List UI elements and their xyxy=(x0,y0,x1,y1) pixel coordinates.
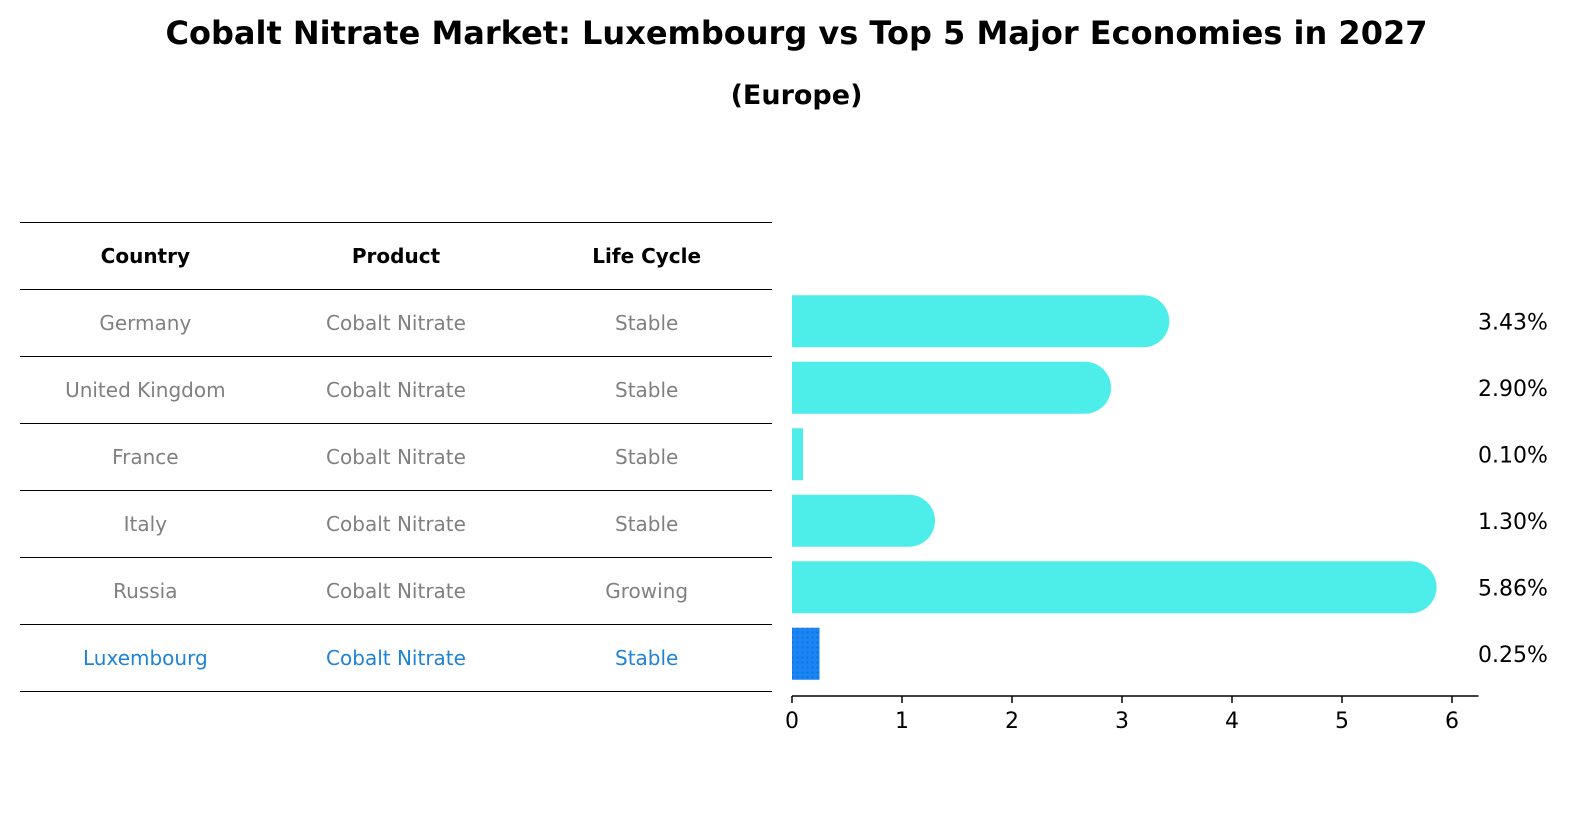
cell-product: Cobalt Nitrate xyxy=(326,579,466,603)
header-product: Product xyxy=(351,244,441,268)
cell-product: Cobalt Nitrate xyxy=(326,512,466,536)
cell-life-cycle: Growing xyxy=(605,579,689,603)
table-header-row: Country Product Life Cycle xyxy=(20,222,772,289)
value-label: 0.10% xyxy=(1478,443,1548,468)
chart-subtitle: (Europe) xyxy=(730,80,863,111)
header-life-cycle: Life Cycle xyxy=(592,244,702,268)
bar-italy xyxy=(792,494,936,547)
value-label: 3.43% xyxy=(1478,310,1548,335)
x-axis: 0 1 2 3 4 5 6 xyxy=(785,695,1479,734)
cell-country: Italy xyxy=(123,512,168,536)
value-label: 1.30% xyxy=(1478,510,1548,535)
cell-life-cycle: Stable xyxy=(615,646,679,670)
table-row: United Kingdom Cobalt Nitrate Stable xyxy=(20,356,772,423)
bar-pattern-overlay xyxy=(792,627,820,680)
table-row: Russia Cobalt Nitrate Growing xyxy=(20,557,772,624)
cell-life-cycle: Stable xyxy=(615,445,679,469)
cell-life-cycle: Stable xyxy=(615,311,679,335)
x-tick-label: 3 xyxy=(1115,709,1129,734)
x-tick-label: 1 xyxy=(895,709,909,734)
cell-life-cycle: Stable xyxy=(615,512,679,536)
cell-country: Russia xyxy=(113,579,178,603)
x-tick-label: 2 xyxy=(1005,709,1019,734)
bar-russia xyxy=(792,561,1437,614)
table-row-highlighted: Luxembourg Cobalt Nitrate Stable xyxy=(20,624,772,692)
x-tick-label: 4 xyxy=(1225,709,1239,734)
header-country: Country xyxy=(100,244,191,268)
table-row: Italy Cobalt Nitrate Stable xyxy=(20,490,772,557)
chart-title: Cobalt Nitrate Market: Luxembourg vs Top… xyxy=(165,14,1428,52)
cell-country: Germany xyxy=(99,311,192,335)
cell-product: Cobalt Nitrate xyxy=(326,378,466,402)
table-row: France Cobalt Nitrate Stable xyxy=(20,423,772,490)
cell-country: France xyxy=(112,445,179,469)
value-label: 5.86% xyxy=(1478,576,1548,601)
x-tick-label: 0 xyxy=(785,709,799,734)
table-row: Germany Cobalt Nitrate Stable xyxy=(20,289,772,356)
cell-product: Cobalt Nitrate xyxy=(326,445,466,469)
cell-country: Luxembourg xyxy=(83,646,208,670)
cell-life-cycle: Stable xyxy=(615,378,679,402)
value-label: 0.25% xyxy=(1478,643,1548,668)
x-tick-label: 6 xyxy=(1445,709,1459,734)
cell-product: Cobalt Nitrate xyxy=(326,646,466,670)
cell-country: United Kingdom xyxy=(65,378,226,402)
cell-product: Cobalt Nitrate xyxy=(326,311,466,335)
bar-france xyxy=(792,428,803,481)
value-labels-group: 3.43% 2.90% 0.10% 1.30% 5.86% 0.25% xyxy=(1478,310,1548,668)
bars-group xyxy=(792,295,1437,680)
bar-germany xyxy=(792,295,1170,348)
comparison-table: Country Product Life Cycle Germany Cobal… xyxy=(20,222,772,692)
bar-united-kingdom xyxy=(792,361,1111,414)
x-tick-label: 5 xyxy=(1335,709,1349,734)
value-label: 2.90% xyxy=(1478,377,1548,402)
